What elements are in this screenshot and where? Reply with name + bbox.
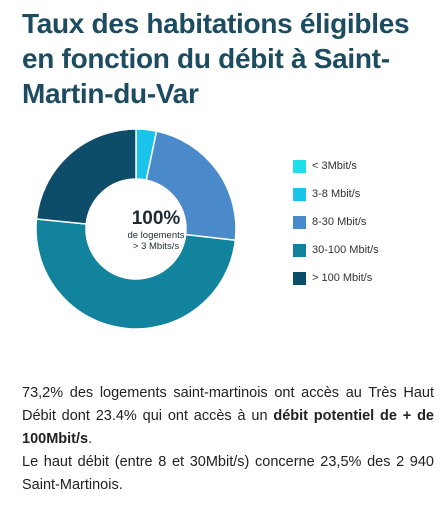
donut-slice-3 [35, 218, 237, 330]
legend-item: 3-8 Mbit/s [293, 187, 379, 201]
donut-chart [35, 128, 237, 330]
legend-item: > 100 Mbit/s [293, 271, 379, 285]
description-period: . [88, 431, 93, 447]
legend-label: < 3Mbit/s [312, 160, 357, 172]
legend-label: 30-100 Mbit/s [312, 244, 379, 256]
description-paragraph-1: 73,2% des logements saint-martinois ont … [22, 382, 434, 451]
center-value: 100% [131, 208, 181, 229]
center-caption-line2: > 3 Mbits/s [132, 241, 180, 252]
legend-item: 8-30 Mbit/s [293, 215, 379, 229]
legend-item: 30-100 Mbit/s [293, 243, 379, 257]
description-text-1: 73,2% des logements saint-martinois ont … [22, 385, 434, 424]
donut-slice-4 [35, 128, 137, 225]
page-title: Taux des habitations éligibles en foncti… [22, 8, 410, 109]
center-caption: de logements > 3 Mbits/s [100, 230, 212, 252]
description-bold: débit potentiel de + de 100Mbit/s [22, 408, 434, 447]
legend-swatch [293, 243, 306, 257]
legend-label: > 100 Mbit/s [312, 272, 373, 284]
legend-swatch [293, 215, 306, 229]
legend-swatch [293, 159, 306, 173]
legend-swatch [293, 271, 306, 285]
description-paragraph-2: Le haut débit (entre 8 et 30Mbit/s) conc… [22, 454, 434, 493]
chart-legend: < 3Mbit/s 3-8 Mbit/s 8-30 Mbit/s 30-100 Mbi… [293, 159, 379, 299]
center-caption-line1: de logements [127, 230, 185, 241]
legend-label: 8-30 Mbit/s [312, 216, 367, 228]
legend-swatch [293, 187, 306, 201]
legend-item: < 3Mbit/s [293, 159, 379, 173]
donut-slice-2 [145, 130, 237, 242]
description: 73,2% des logements saint-martinois ont … [22, 382, 434, 497]
legend-label: 3-8 Mbit/s [312, 188, 361, 200]
